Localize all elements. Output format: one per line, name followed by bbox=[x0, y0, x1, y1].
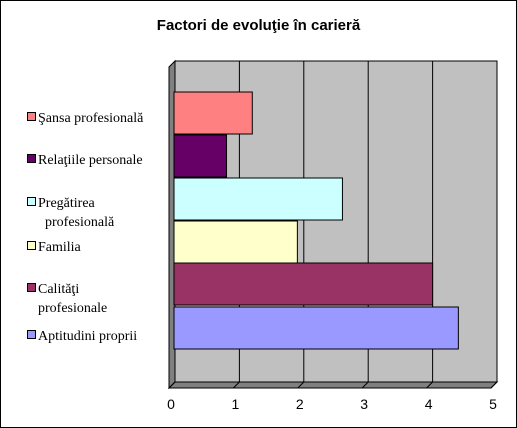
legend-swatch bbox=[27, 197, 36, 206]
chart-title: Factori de evoluţie în carieră bbox=[156, 17, 361, 34]
legend-swatch bbox=[27, 112, 36, 121]
x-tick-label: 1 bbox=[232, 396, 240, 412]
x-tick-label: 4 bbox=[425, 396, 433, 412]
legend-label: Relaţiile personale bbox=[38, 153, 143, 168]
legend-label: Şansa profesională bbox=[38, 111, 144, 126]
legend-swatch bbox=[27, 283, 36, 292]
x-tick-label: 3 bbox=[360, 396, 368, 412]
legend-label: Aptitudini proprii bbox=[38, 329, 138, 344]
floor-gridline bbox=[361, 381, 369, 389]
bar bbox=[173, 177, 343, 221]
legend-label: Pregătirea bbox=[38, 196, 95, 211]
bar bbox=[173, 262, 434, 306]
x-tick-label: 5 bbox=[489, 396, 497, 412]
x-tick-label: 2 bbox=[296, 396, 304, 412]
legend-swatch bbox=[27, 330, 36, 339]
floor-gridline bbox=[233, 381, 240, 389]
bar bbox=[173, 306, 459, 350]
legend-swatch bbox=[27, 241, 36, 250]
legend-label: profesionale bbox=[38, 301, 108, 316]
floor-gridline bbox=[490, 381, 498, 389]
bar bbox=[173, 91, 253, 135]
legend-swatch bbox=[27, 154, 36, 163]
plot-floor bbox=[167, 381, 499, 389]
bar bbox=[173, 220, 298, 264]
x-tick-label: 0 bbox=[167, 396, 175, 412]
legend-label: Calităţi bbox=[38, 282, 80, 297]
legend-label: Familia bbox=[38, 240, 81, 255]
floor-gridline bbox=[426, 381, 433, 389]
legend-label: profesională bbox=[38, 215, 115, 230]
floor-gridline bbox=[168, 381, 176, 389]
bar bbox=[173, 134, 228, 178]
floor-gridline bbox=[297, 381, 305, 389]
